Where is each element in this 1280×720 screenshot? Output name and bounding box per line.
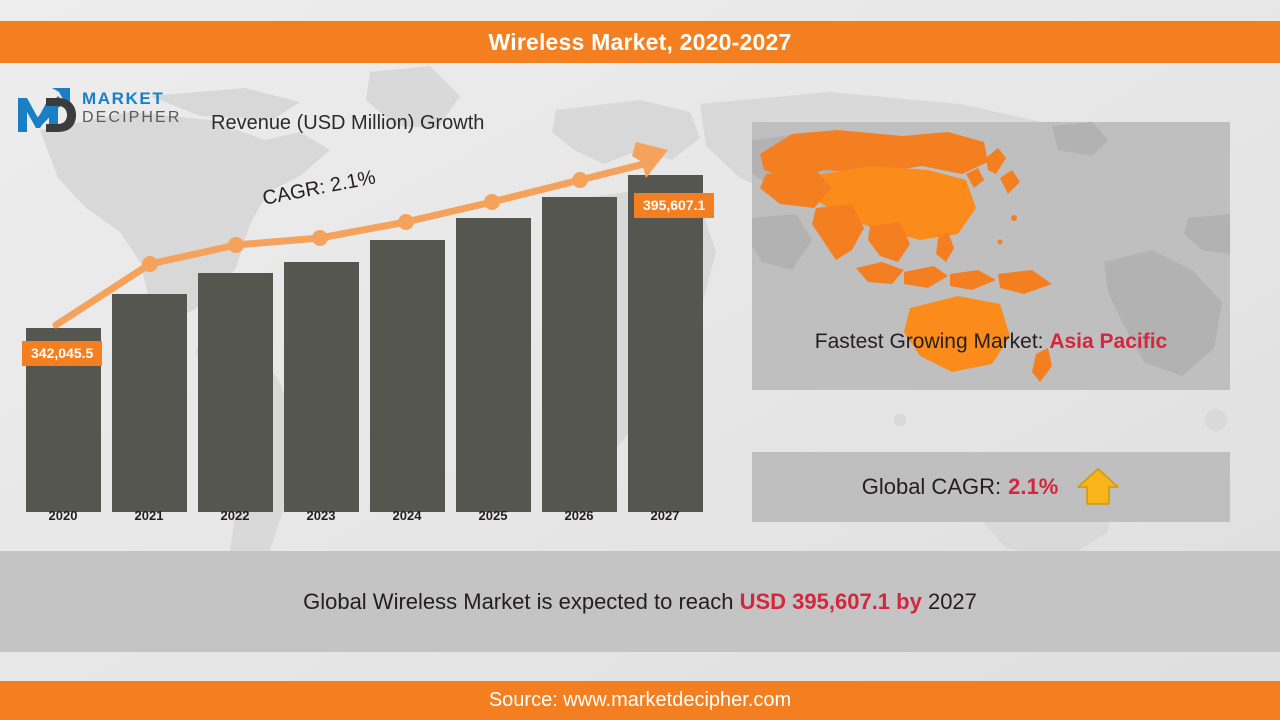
global-cagr-value: 2.1% (1008, 474, 1059, 499)
axis-label-2024: 2024 (392, 508, 422, 523)
statement-emphasis: USD 395,607.1 by (739, 588, 922, 614)
footer-band: Source: www.marketdecipher.com (0, 681, 1280, 720)
axis-label-2020: 2020 (48, 508, 78, 523)
chart-trend-markers (142, 172, 588, 272)
axis-label-2023: 2023 (306, 508, 336, 523)
asia-pacific-highlight-map-icon (752, 122, 1230, 390)
page-title: Wireless Market, 2020-2027 (488, 28, 792, 55)
logo-line-decipher: DECIPHER (82, 109, 182, 126)
axis-label-2022: 2022 (220, 508, 250, 523)
statement-bar: Global Wireless Market is expected to re… (0, 551, 1280, 652)
logo-wordmark: MARKET DECIPHER (82, 90, 181, 127)
chart-bars (26, 175, 703, 512)
axis-label-2027: 2027 (650, 508, 680, 523)
fastest-growing-market-panel: Fastest Growing Market: Asia Pacific (752, 122, 1230, 390)
statement-part-2: 2027 (921, 588, 977, 614)
logo-line-market: MARKET (82, 89, 165, 108)
statement-text: Global Wireless Market is expected to re… (303, 589, 977, 615)
axis-label-2021: 2021 (134, 508, 164, 523)
source-text[interactable]: Source: www.marketdecipher.com (488, 689, 792, 711)
fastest-growing-market-value: Asia Pacific (1049, 330, 1168, 353)
data-label-2027: 395,607.1 (634, 193, 715, 218)
md-arrow-logo-icon (18, 88, 76, 132)
brand-logo[interactable]: MARKET DECIPHER (16, 84, 206, 138)
axis-label-2026: 2026 (564, 508, 594, 523)
header-band: Wireless Market, 2020-2027 (0, 21, 1280, 63)
data-label-2020: 342,045.5 (22, 341, 103, 366)
axis-label-2025: 2025 (478, 508, 508, 523)
chart-x-axis: 2020 2021 2022 2023 2024 2025 2026 2027 (0, 508, 740, 534)
asia-pacific-region (760, 130, 1052, 382)
fastest-growing-market-row: Fastest Growing Market: Asia Pacific (752, 330, 1230, 354)
up-arrow-icon (1077, 468, 1120, 505)
fastest-growing-market-label: Fastest Growing Market: (814, 330, 1044, 353)
chart-trend-line (52, 142, 668, 329)
global-cagr-panel: Global CAGR: 2.1% (752, 452, 1230, 522)
revenue-bar-chart (26, 142, 703, 512)
statement-part-1: Global Wireless Market is expected to re… (303, 588, 740, 614)
global-cagr-label: Global CAGR: (861, 474, 1002, 499)
chart-title: Revenue (USD Million) Growth (211, 112, 485, 134)
